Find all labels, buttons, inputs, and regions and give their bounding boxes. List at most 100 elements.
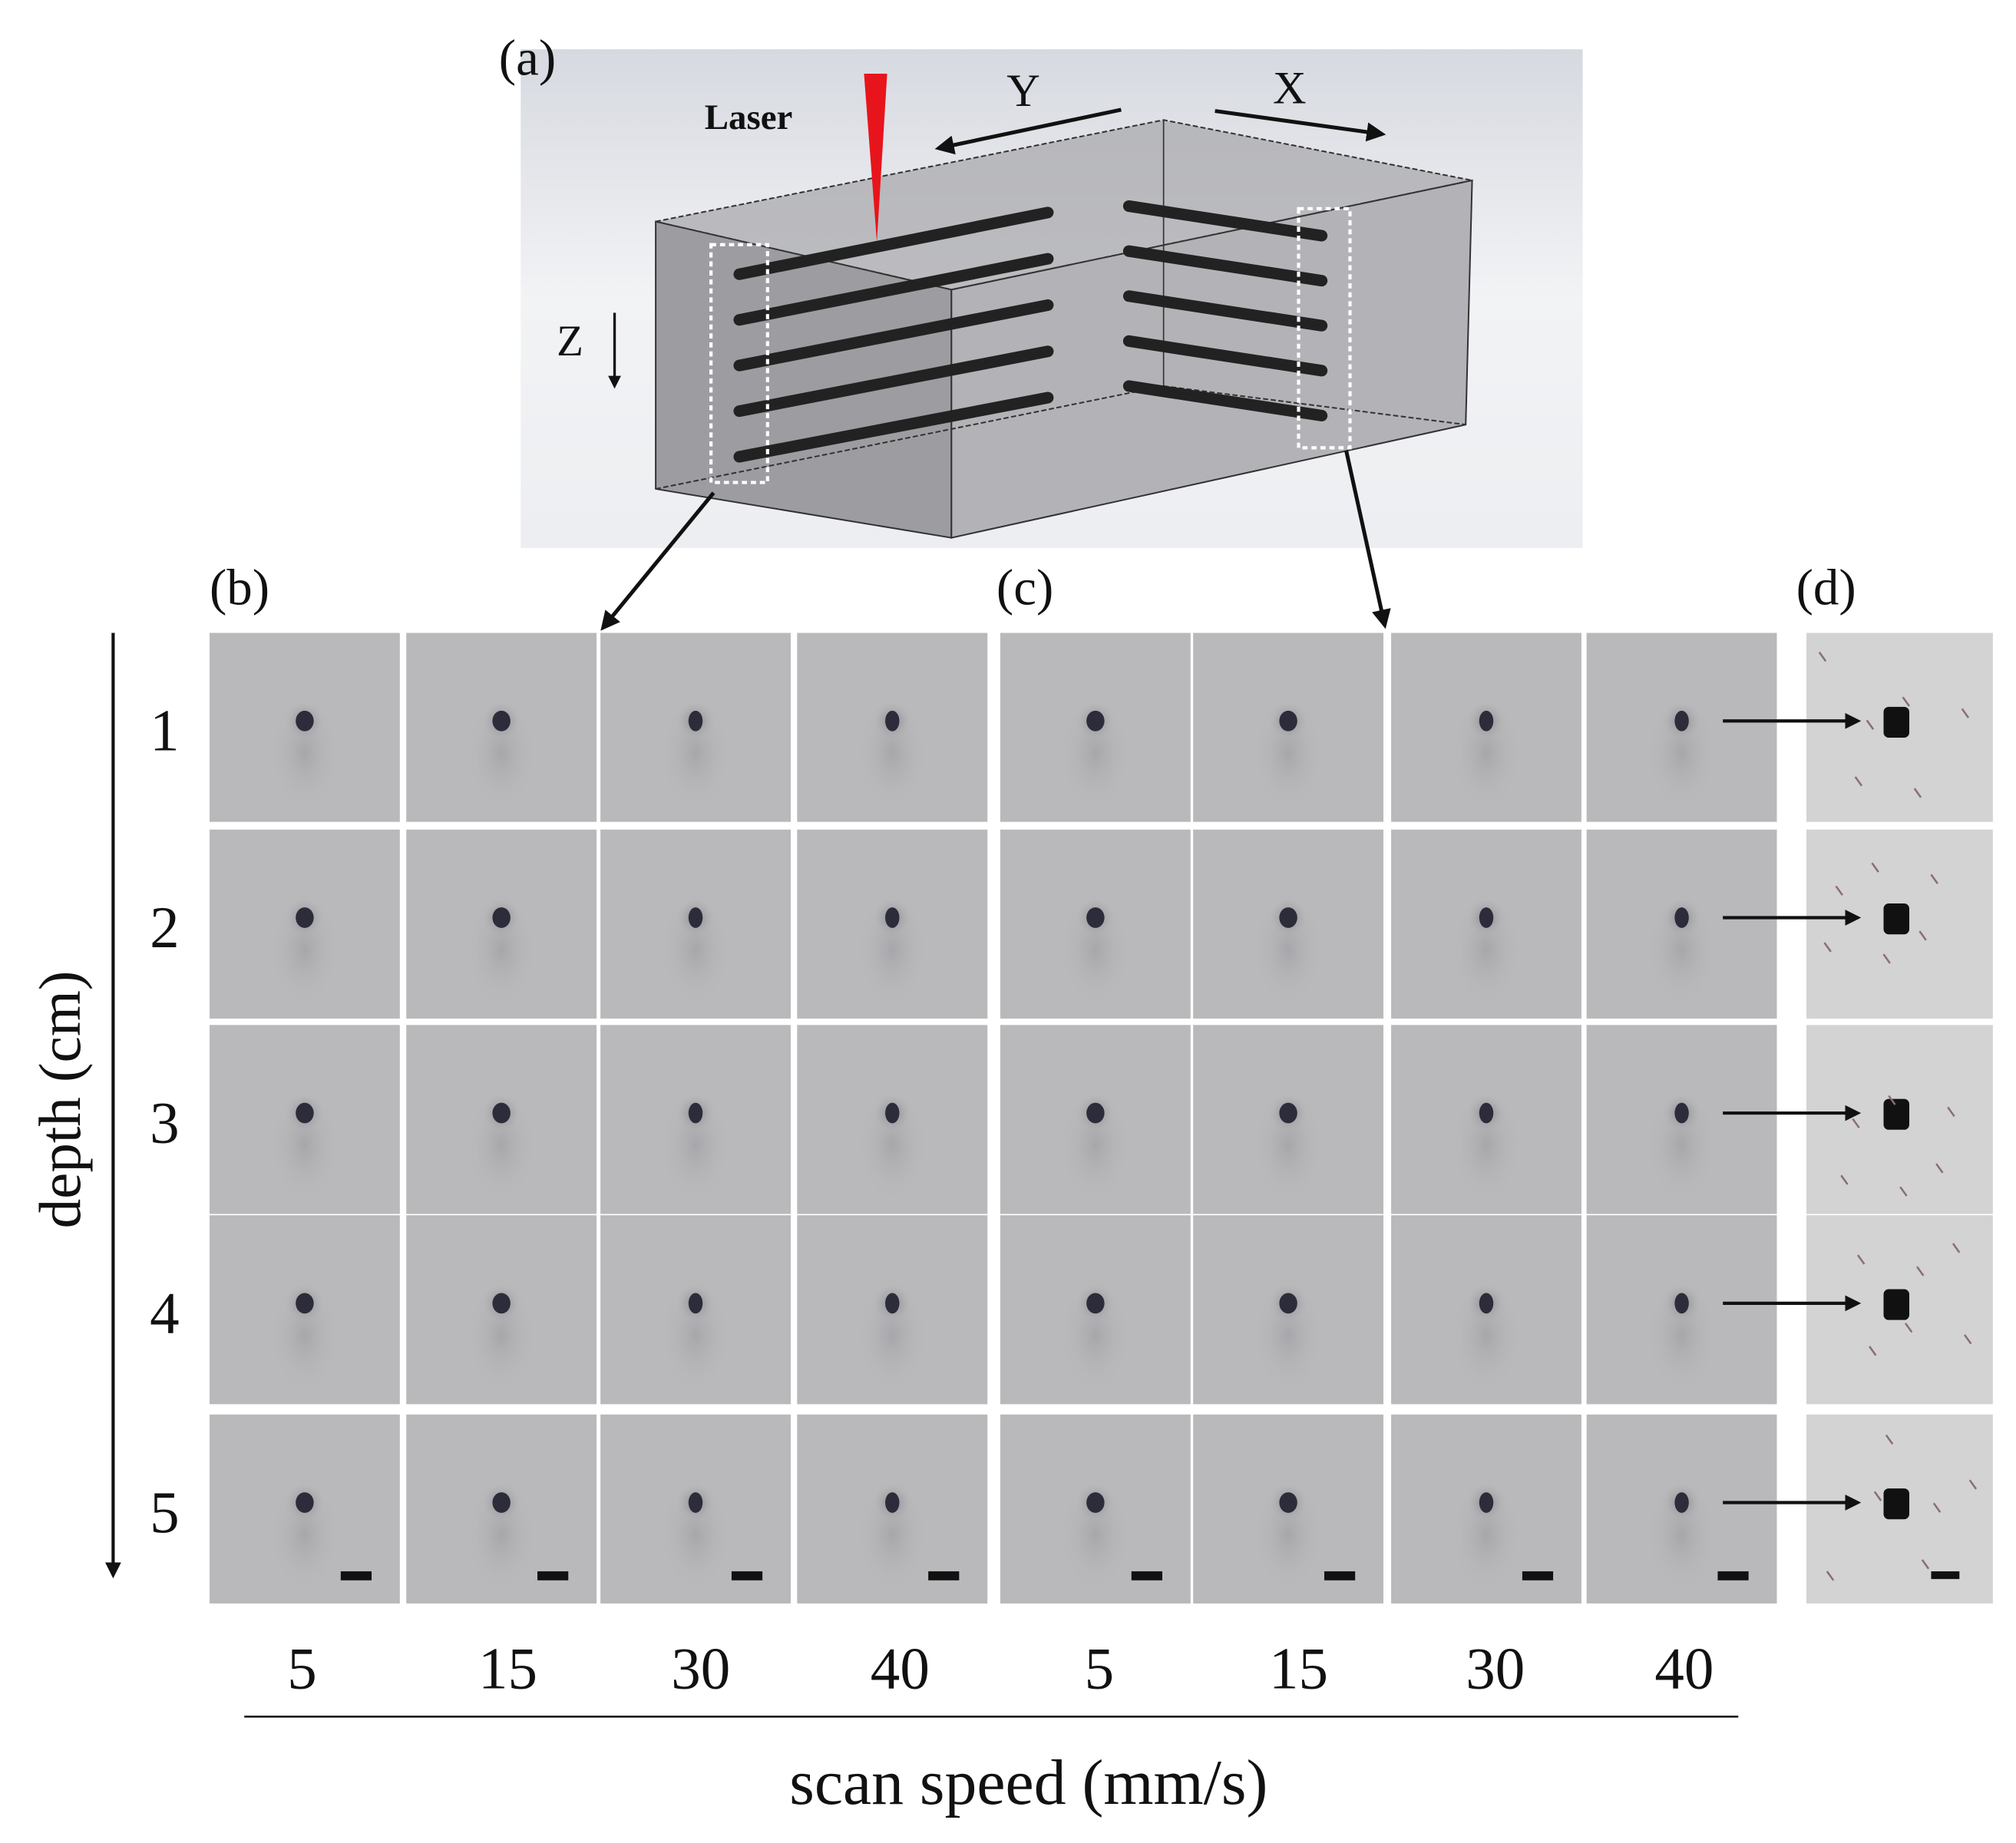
scan-speed-axis-label: scan speed (mm/s) (789, 1747, 1267, 1818)
damage-spot (1674, 710, 1689, 732)
damage-spot (688, 907, 703, 928)
damage-spot (1674, 1102, 1689, 1124)
scale-bar (1522, 1571, 1554, 1580)
scale-bar (731, 1571, 763, 1580)
panel-c-tile (1391, 632, 1581, 822)
damage-spot (1883, 706, 1909, 738)
channel-left (733, 299, 1054, 372)
channel-left (733, 345, 1054, 418)
depth-label: 2 (150, 894, 180, 960)
panel-c-tile (1193, 1025, 1384, 1214)
scale-bar (340, 1571, 372, 1580)
damage-spot (1086, 1293, 1105, 1314)
damage-spot (492, 1102, 511, 1124)
micrograph-grid (209, 632, 1993, 1604)
panel-c-tile (1391, 1414, 1581, 1604)
damage-spot (885, 907, 900, 928)
arrow-to-panel-b (600, 491, 716, 631)
panel-a-schematic: (a) Laser Y X Z (499, 30, 1583, 548)
speed-label: 5 (287, 1635, 317, 1701)
channel-left (733, 391, 1054, 463)
damage-spot (688, 710, 703, 732)
panel-c-label: (c) (996, 560, 1053, 616)
depth-axis-label: depth (cm) (27, 971, 93, 1229)
damage-spot (885, 710, 900, 732)
damage-spot (688, 1102, 703, 1124)
damage-spot (1279, 1293, 1297, 1314)
scale-bar (537, 1571, 569, 1580)
speed-label: 40 (871, 1635, 930, 1701)
damage-spot (296, 1102, 314, 1124)
panel-d-tile (1806, 1414, 1993, 1604)
damage-spot (1279, 710, 1297, 732)
scale-bar (1717, 1571, 1749, 1580)
panel-b-label: (b) (210, 560, 269, 616)
damage-spot (688, 1293, 703, 1314)
damage-spot (885, 1492, 900, 1513)
damage-spot (1479, 1492, 1494, 1513)
damage-spot (1279, 907, 1297, 928)
panel-c-tile (1193, 829, 1384, 1019)
panel-c-tile (1391, 1025, 1581, 1214)
speed-label: 5 (1085, 1635, 1115, 1701)
damage-spot (296, 1492, 314, 1513)
panel-c-tile (1193, 632, 1384, 822)
panel-b-tile (406, 1025, 597, 1214)
panel-b-tile (797, 632, 988, 822)
channel-left (733, 253, 1054, 326)
scale-bar (928, 1571, 960, 1580)
damage-spot (492, 907, 511, 928)
damage-spot (1086, 1492, 1105, 1513)
damage-spot (1086, 710, 1105, 732)
channel-right (1122, 245, 1328, 287)
panel-b-tile (797, 1215, 988, 1405)
damage-spot (492, 710, 511, 732)
panel-c-tile (1000, 1215, 1191, 1405)
scale-bar (1931, 1571, 1960, 1580)
panel-a-label: (a) (499, 30, 556, 87)
panel-c-tile (1000, 1414, 1191, 1604)
panel-b-tile (600, 632, 791, 822)
channel-right (1122, 200, 1328, 242)
scale-bar (1131, 1571, 1162, 1580)
panel-c-tile (1586, 1215, 1777, 1405)
channel-right (1122, 290, 1328, 332)
panel-c-tile (1586, 632, 1777, 822)
panel-c-tile (1000, 632, 1191, 822)
damage-spot (1883, 1488, 1909, 1520)
damage-spot (1279, 1102, 1297, 1124)
laser-channels (733, 200, 1328, 463)
panel-c-tile (1000, 1025, 1191, 1214)
damage-spot (1883, 1289, 1909, 1320)
panel-b-tile (797, 1414, 988, 1604)
y-axis-arrow (934, 107, 1122, 155)
speed-label: 15 (1269, 1635, 1328, 1701)
damage-spot (1674, 1492, 1689, 1513)
left-roi-box (709, 243, 769, 484)
panel-b-tile (600, 1414, 791, 1604)
panel-b-tile (406, 829, 597, 1019)
damage-spot (1674, 907, 1689, 928)
panel-b-tile (797, 829, 988, 1019)
damage-spot (1674, 1293, 1689, 1314)
panel-b-tile (209, 1215, 400, 1405)
right-roi-box (1297, 206, 1352, 450)
damage-spot (296, 1293, 314, 1314)
depth-labels: 1 2 3 4 5 (150, 698, 180, 1545)
damage-spot (1479, 1293, 1494, 1314)
x-axis-arrow (1215, 109, 1386, 142)
channel-right (1122, 335, 1328, 377)
panel-b-tile (600, 829, 791, 1019)
depth-label: 4 (150, 1280, 180, 1346)
laser-beam-icon (864, 74, 887, 243)
panel-c-tile (1586, 829, 1777, 1019)
scale-bar (1324, 1571, 1356, 1580)
damage-spot (492, 1492, 511, 1513)
damage-spot (1883, 1098, 1909, 1130)
panel-b-tile (209, 829, 400, 1019)
panel-b-tile (209, 632, 400, 822)
panel-c-tile (1391, 829, 1581, 1019)
arrow-to-panel-c (1344, 450, 1391, 629)
x-axis-label: X (1273, 63, 1307, 114)
